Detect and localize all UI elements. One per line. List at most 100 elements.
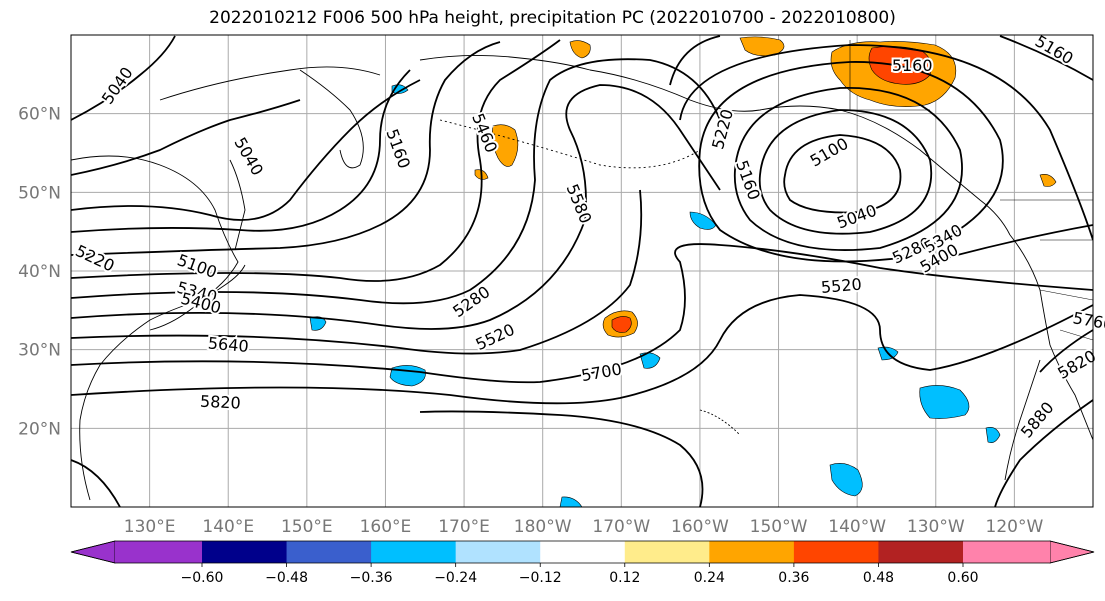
coastline-okhotsk	[159, 66, 381, 101]
colorbar: −0.60 −0.48 −0.36 −0.24 −0.12 0.12 0.24 0.36 0.4…	[70, 540, 1095, 586]
contour-line	[1039, 329, 1093, 373]
lon-tick-label: 160°E	[360, 517, 412, 537]
contour-line	[71, 39, 561, 282]
coastline-asia	[71, 155, 239, 501]
contour-line	[698, 61, 1004, 263]
colorbar-tick-label: −0.12	[519, 570, 562, 586]
colorbar-tick-label: −0.24	[434, 570, 477, 586]
colorbar-segment	[202, 541, 288, 563]
coastline-alaska	[589, 69, 1011, 236]
colorbar-over-arrow	[1049, 540, 1095, 564]
coastline-sakhalin	[229, 159, 246, 251]
coastline-aleutians	[439, 119, 701, 169]
lon-tick-label: 120°W	[986, 517, 1044, 537]
contour-line	[71, 69, 411, 233]
colorbar-segment	[709, 541, 795, 563]
lon-tick-label: 160°W	[671, 517, 729, 537]
precip-neg-5	[829, 463, 863, 497]
contour-label: 5520	[820, 274, 862, 296]
plot-frame	[70, 34, 1094, 508]
lon-tick-label: 130°W	[907, 517, 965, 537]
contour-line	[733, 87, 963, 251]
colorbar-segment	[624, 541, 710, 563]
contour-line	[669, 35, 721, 86]
contour-label: 5160	[892, 56, 933, 75]
map-title: 2022010212 F006 500 hPa height, precipit…	[209, 8, 896, 28]
graticule	[71, 35, 1093, 507]
precip-blob-coast	[1039, 174, 1057, 187]
lon-tick-label: 150°E	[281, 517, 333, 537]
colorbar-outline	[70, 540, 1095, 564]
precip-neg-8	[985, 427, 1001, 443]
precip-neg-3	[689, 211, 717, 230]
colorbar-segment	[963, 541, 1050, 563]
colorbar-tick-label: 0.60	[947, 570, 978, 586]
contour-line	[71, 189, 643, 355]
colorbar-segment	[455, 541, 541, 563]
contour-line	[71, 84, 721, 330]
lon-tick-label: 140°W	[828, 517, 886, 537]
contour-line	[994, 399, 1093, 507]
colorbar-tick-label: 0.12	[609, 570, 640, 586]
colorbar-segment	[793, 541, 879, 563]
lon-tick-label: 170°W	[592, 517, 650, 537]
contour-line	[71, 459, 121, 507]
colorbar-under-arrow	[70, 540, 116, 564]
contour-line	[71, 294, 1093, 405]
coastline-bering	[419, 54, 591, 71]
colorbar-tick-label: 0.24	[694, 570, 725, 586]
lon-tick-label: 150°W	[750, 517, 808, 537]
coastline-baja	[1004, 359, 1041, 481]
colorbar-segment	[878, 541, 964, 563]
colorbar-tick-label: −0.36	[350, 570, 393, 586]
coastlines	[71, 40, 1093, 501]
contour-line	[71, 79, 421, 221]
coastline-hawaii	[699, 409, 741, 436]
colorbar-tick-label: −0.48	[265, 570, 308, 586]
precip-neg-9	[559, 496, 583, 507]
lat-tick-label: 40°N	[18, 262, 61, 282]
lon-tick-label: 140°E	[202, 517, 254, 537]
border-alaska	[849, 40, 930, 111]
colorbar-segment	[286, 541, 372, 563]
lon-tick-label: 180°W	[514, 517, 572, 537]
contour-line	[419, 410, 704, 507]
contour-line	[999, 35, 1093, 81]
longitude-axis: 130°E 140°E 150°E 160°E 170°E 180°W 170°W 160°W…	[124, 517, 1044, 537]
height-contours	[71, 35, 1093, 507]
contour-line	[758, 109, 933, 235]
colorbar-segment	[540, 541, 626, 563]
border-states	[1039, 239, 1093, 341]
coastline-japan	[149, 264, 246, 331]
colorbar-segment	[371, 541, 457, 563]
colorbar-tick-label: 0.48	[863, 570, 894, 586]
contour-label: 5820	[200, 392, 242, 413]
precip-blob-subtropics-core	[611, 316, 632, 333]
contour-line	[783, 134, 902, 214]
lon-tick-label: 170°E	[438, 517, 490, 537]
contour-line	[919, 224, 1093, 266]
contour-line	[71, 41, 501, 256]
contour-line	[71, 99, 301, 176]
precip-neg-2	[309, 316, 327, 331]
coastline-kamchatka	[299, 69, 364, 169]
contour-line	[71, 243, 1093, 384]
contour-line	[71, 58, 721, 305]
lat-tick-label: 20°N	[18, 419, 61, 439]
lat-tick-label: 60°N	[18, 105, 61, 125]
contour-label: 5640	[207, 333, 249, 355]
contour-line	[679, 44, 1093, 241]
lat-tick-label: 50°N	[18, 183, 61, 203]
lat-tick-label: 30°N	[18, 341, 61, 361]
colorbar-tick-label: 0.36	[778, 570, 809, 586]
precip-blob-alaska-top	[739, 36, 785, 57]
precip-neg-4	[919, 385, 970, 419]
colorbar-segment	[115, 541, 202, 563]
latitude-axis: 20°N 30°N 40°N 50°N 60°N	[18, 105, 61, 440]
coastline-namerica	[1009, 234, 1093, 441]
colorbar-tick-label: −0.60	[181, 570, 224, 586]
lon-tick-label: 130°E	[124, 517, 176, 537]
contour-line	[71, 35, 176, 121]
